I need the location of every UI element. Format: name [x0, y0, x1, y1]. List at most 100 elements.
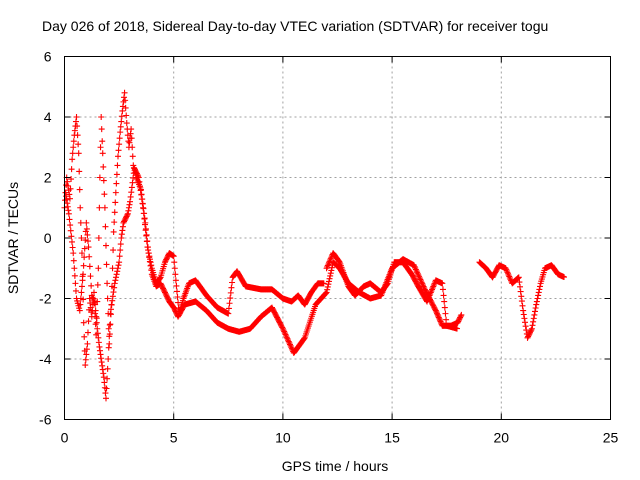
- data-point: [115, 262, 122, 269]
- data-point: [104, 295, 111, 302]
- data-point: [301, 335, 308, 342]
- data-point: [325, 261, 332, 268]
- data-point: [528, 327, 535, 334]
- data-point: [517, 288, 524, 295]
- data-point: [164, 294, 171, 301]
- data-point: [164, 254, 171, 261]
- data-point: [76, 186, 83, 193]
- y-axis-label: SDTVAR / TECUs: [5, 182, 21, 294]
- data-point: [516, 279, 523, 286]
- data-point: [69, 156, 76, 163]
- data-point: [326, 275, 333, 282]
- data-point: [148, 262, 155, 269]
- data-point: [531, 308, 538, 315]
- data-point: [418, 279, 425, 286]
- data-point: [66, 216, 73, 223]
- data-point: [288, 344, 295, 351]
- data-point: [327, 255, 334, 262]
- data-point: [128, 126, 135, 133]
- data-point: [111, 219, 118, 226]
- y-tick-label: -2: [39, 291, 52, 307]
- data-point: [327, 272, 334, 279]
- y-tick-label: -4: [39, 351, 52, 367]
- data-point: [70, 138, 77, 145]
- data-point: [163, 255, 170, 262]
- data-point: [505, 272, 512, 279]
- data-point: [103, 261, 110, 268]
- data-point: [113, 271, 120, 278]
- data-point: [77, 204, 84, 211]
- data-point: [507, 276, 514, 283]
- data-point: [161, 259, 168, 266]
- data-point: [141, 221, 148, 228]
- data-point: [110, 289, 117, 296]
- data-point: [123, 120, 130, 127]
- data-point: [69, 244, 76, 251]
- data-point: [113, 180, 120, 187]
- data-point: [531, 311, 538, 318]
- data-point: [280, 327, 287, 334]
- data-point: [279, 325, 286, 332]
- data-point: [104, 365, 111, 372]
- data-point: [98, 114, 105, 120]
- data-point: [122, 214, 129, 221]
- data-point: [134, 171, 141, 178]
- data-point: [506, 273, 513, 280]
- data-point: [117, 123, 124, 130]
- data-point: [80, 262, 87, 269]
- data-point: [560, 274, 567, 281]
- data-point: [506, 274, 513, 281]
- data-point: [108, 301, 115, 308]
- data-point: [533, 298, 540, 305]
- data-point: [322, 290, 329, 297]
- data-point: [171, 307, 178, 314]
- data-point: [71, 265, 78, 272]
- data-point: [101, 191, 108, 198]
- data-point: [433, 310, 440, 317]
- data-point: [84, 340, 91, 347]
- data-point: [433, 308, 440, 315]
- data-point: [504, 269, 511, 276]
- data-point: [97, 144, 104, 151]
- data-point: [92, 301, 99, 308]
- data-point: [128, 189, 135, 196]
- data-point: [519, 302, 526, 309]
- data-point: [322, 290, 329, 297]
- data-point: [74, 123, 81, 130]
- data-point: [104, 280, 111, 287]
- data-point: [288, 345, 295, 352]
- data-point: [111, 284, 118, 291]
- x-tick-label: 20: [494, 430, 510, 446]
- data-point: [336, 258, 343, 265]
- data-point: [123, 112, 130, 119]
- data-point: [162, 290, 169, 297]
- data-point: [453, 325, 460, 332]
- data-point: [325, 278, 332, 285]
- data-point: [87, 273, 94, 280]
- data-point: [384, 281, 391, 288]
- data-point: [228, 284, 235, 291]
- data-point: [67, 185, 74, 192]
- data-point: [86, 253, 93, 260]
- data-point: [520, 311, 527, 318]
- data-point: [326, 258, 333, 265]
- data-point: [536, 286, 543, 293]
- data-point: [76, 168, 83, 175]
- data-point: [74, 132, 81, 139]
- data-point: [412, 266, 419, 273]
- data-point: [65, 210, 72, 217]
- data-point: [160, 285, 167, 292]
- data-point: [88, 282, 95, 289]
- data-point: [77, 301, 84, 308]
- data-point: [162, 257, 169, 264]
- data-point: [170, 253, 177, 260]
- data-point: [117, 129, 124, 136]
- data-point: [165, 295, 172, 302]
- data-point: [90, 289, 97, 296]
- data-point: [110, 228, 117, 235]
- data-point: [414, 270, 421, 277]
- data-point: [114, 162, 121, 169]
- x-tick-label: 5: [170, 430, 178, 446]
- data-point: [435, 314, 442, 321]
